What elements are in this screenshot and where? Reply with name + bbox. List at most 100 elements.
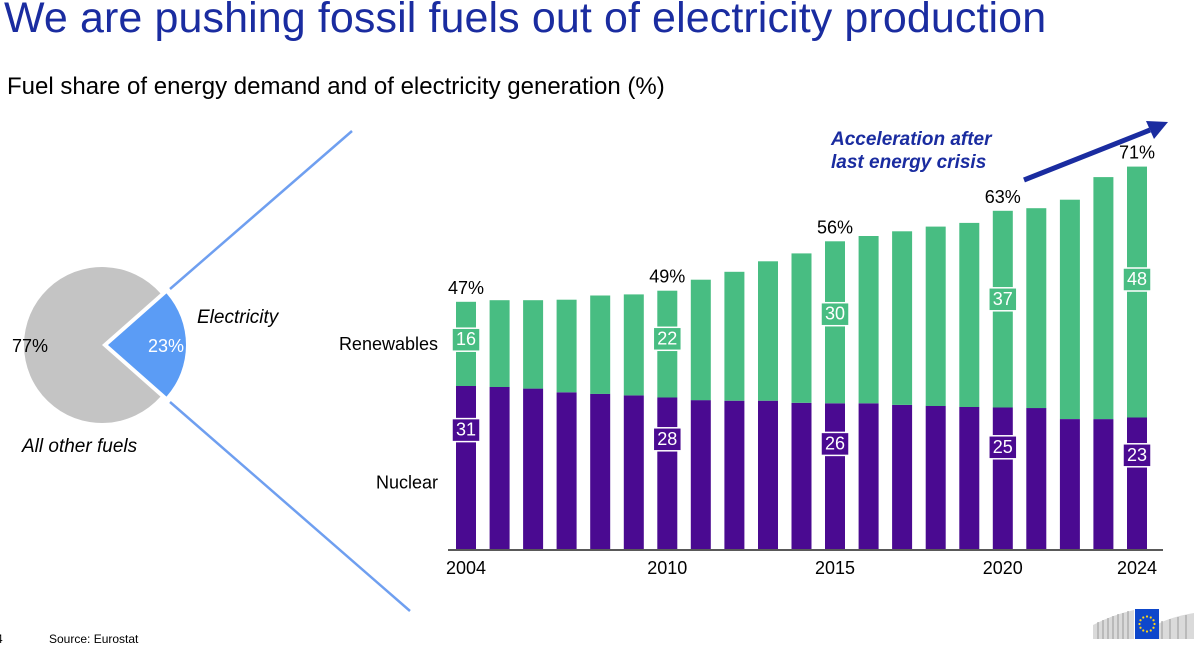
total-label-2024: 71% — [1119, 143, 1155, 163]
source-note: Source: Eurostat — [49, 632, 139, 646]
bar-renewables-2007 — [556, 299, 577, 393]
energy-demand-pie: 77% 23% Electricity All other fuels — [12, 267, 280, 457]
bar-nuclear-2005 — [489, 387, 510, 549]
pie-slice-other-fuels — [24, 267, 161, 423]
eu-star-icon — [1152, 626, 1155, 629]
x-tick-label-2015: 2015 — [815, 558, 855, 578]
acceleration-arrow-line — [1023, 127, 1151, 183]
commission-building-icon — [1093, 610, 1194, 639]
bar-nuclear-2012 — [724, 400, 745, 549]
bar-renewables-2016 — [858, 236, 879, 404]
data-label-renewables-2024: 48 — [1127, 269, 1147, 289]
total-label-2004: 47% — [448, 278, 484, 298]
data-label-nuclear-2020: 25 — [993, 437, 1013, 457]
data-label-box-nuclear-2020 — [988, 435, 1018, 460]
page-number: 4 — [0, 632, 3, 646]
pie-value-other-fuels: 77% — [12, 336, 48, 356]
bar-renewables-2006 — [523, 300, 544, 389]
pie-value-electricity: 23% — [148, 336, 184, 356]
bar-nuclear-2021 — [1026, 408, 1047, 549]
eu-star-icon — [1149, 616, 1152, 619]
x-tick-label-2010: 2010 — [647, 558, 687, 578]
data-label-box-renewables-2010 — [652, 326, 683, 352]
bar-nuclear-2006 — [523, 388, 544, 549]
data-label-renewables-2004: 16 — [456, 329, 476, 349]
data-label-box-renewables-2020 — [988, 287, 1018, 312]
bar-nuclear-2007 — [556, 392, 577, 549]
annotation-line-1: Acceleration after — [830, 129, 993, 150]
bar-renewables-2019 — [959, 222, 980, 407]
bar-nuclear-2013 — [758, 400, 778, 549]
x-tick-label-2004: 2004 — [446, 558, 486, 578]
page-title: We are pushing fossil fuels out of elect… — [4, 0, 1047, 42]
electricity-generation-bars — [456, 166, 1147, 549]
bar-nuclear-2015 — [825, 403, 845, 549]
bar-renewables-2022 — [1059, 199, 1080, 419]
data-label-box-nuclear-2015 — [820, 431, 850, 457]
x-axis: 2004 2010 2015 2020 2024 Renewables Nuclear — [339, 334, 1163, 578]
bar-renewables-2018 — [925, 226, 946, 406]
bar-nuclear-2004 — [456, 385, 476, 549]
connector-line-bottom — [169, 401, 411, 612]
eu-star-icon — [1142, 629, 1145, 632]
data-label-box-nuclear-2010 — [652, 427, 683, 452]
total-label-2010: 49% — [649, 267, 685, 287]
bar-nuclear-2019 — [959, 407, 980, 549]
bar-renewables-2012 — [724, 271, 745, 401]
bar-nuclear-2023 — [1093, 419, 1114, 549]
eu-star-icon — [1138, 622, 1141, 626]
eu-star-icon — [1145, 630, 1149, 633]
bar-nuclear-2009 — [623, 395, 644, 549]
bar-nuclear-2008 — [590, 393, 611, 549]
bar-renewables-2005 — [489, 300, 510, 387]
data-label-nuclear-2015: 26 — [825, 433, 845, 453]
eu-star-icon — [1142, 616, 1145, 619]
bar-nuclear-2017 — [892, 404, 913, 549]
data-label-box-renewables-2024 — [1122, 267, 1152, 292]
acceleration-arrow-head-icon — [1146, 121, 1168, 139]
eu-star-icon — [1145, 615, 1149, 618]
data-label-box-renewables-2004 — [451, 327, 481, 352]
bar-nuclear-2010 — [657, 397, 678, 549]
bar-renewables-2024 — [1127, 166, 1147, 418]
total-label-2020: 63% — [985, 187, 1021, 207]
bar-renewables-2013 — [758, 261, 778, 401]
bar-renewables-2008 — [590, 295, 611, 394]
data-label-nuclear-2024: 23 — [1127, 445, 1147, 465]
x-tick-label-2020: 2020 — [983, 558, 1023, 578]
total-label-2015: 56% — [817, 217, 853, 237]
connector-line-top — [169, 130, 353, 290]
bar-renewables-2014 — [791, 253, 812, 403]
series-label-nuclear: Nuclear — [376, 473, 438, 493]
pie-label-electricity: Electricity — [197, 307, 280, 328]
eu-star-icon — [1139, 619, 1142, 622]
eu-stars-icon — [1138, 615, 1156, 633]
bar-renewables-2009 — [623, 294, 644, 396]
data-label-box-nuclear-2004 — [451, 417, 481, 443]
pie-to-bars-connector — [169, 130, 411, 612]
data-label-box-nuclear-2024 — [1122, 443, 1152, 468]
eu-star-icon — [1149, 629, 1152, 632]
data-label-renewables-2020: 37 — [993, 289, 1013, 309]
bar-renewables-2011 — [690, 279, 711, 401]
data-label-nuclear-2010: 28 — [657, 429, 677, 449]
european-commission-logo — [1093, 609, 1194, 639]
data-label-renewables-2015: 30 — [825, 304, 845, 324]
bar-nuclear-2020 — [992, 407, 1013, 549]
data-label-nuclear-2004: 31 — [456, 420, 476, 440]
data-label-box-renewables-2015 — [820, 301, 850, 327]
bar-renewables-2023 — [1093, 177, 1114, 420]
data-label-renewables-2010: 22 — [657, 328, 677, 348]
bar-nuclear-2022 — [1059, 419, 1080, 549]
bar-nuclear-2014 — [791, 402, 812, 549]
eu-star-icon — [1153, 622, 1156, 626]
eu-star-icon — [1152, 619, 1155, 622]
pie-slice-electricity — [108, 293, 187, 397]
chart-subtitle: Fuel share of energy demand and of elect… — [7, 73, 665, 100]
bar-renewables-2021 — [1026, 208, 1047, 409]
series-label-renewables: Renewables — [339, 334, 438, 354]
bar-nuclear-2016 — [858, 403, 879, 549]
eu-star-icon — [1139, 626, 1142, 629]
bar-nuclear-2024 — [1127, 417, 1147, 549]
